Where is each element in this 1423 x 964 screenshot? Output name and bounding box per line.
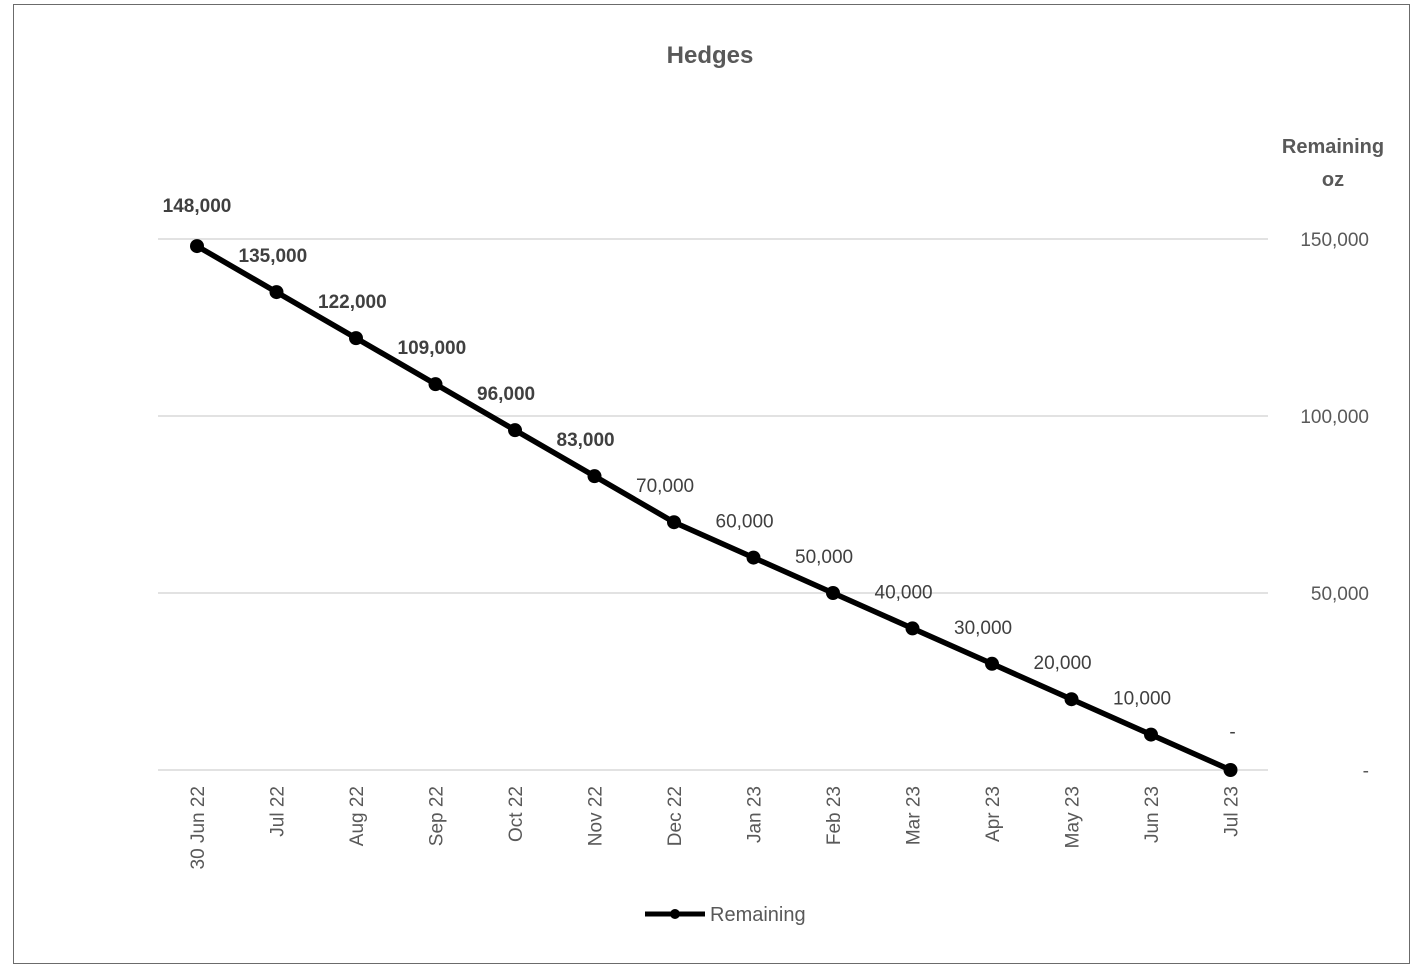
x-tick-label: Mar 23 [904, 786, 925, 845]
data-label: 30,000 [954, 618, 1012, 639]
data-label: 122,000 [318, 292, 387, 313]
data-point [1223, 763, 1238, 777]
x-tick-label: Jul 23 [1222, 786, 1243, 837]
x-tick-label: Aug 22 [347, 786, 368, 846]
x-tick-label: Oct 22 [506, 786, 527, 842]
chart-frame [13, 4, 1410, 964]
data-label: 10,000 [1113, 689, 1171, 710]
data-point [349, 331, 363, 346]
data-point [985, 656, 999, 671]
data-point [428, 377, 443, 392]
data-label: 60,000 [716, 512, 774, 533]
x-tick-label: Apr 23 [983, 786, 1004, 842]
data-point [1144, 727, 1158, 742]
data-label: 20,000 [1034, 653, 1092, 674]
y-tick-label: 50,000 [1311, 584, 1369, 605]
chart-title: Hedges [667, 42, 754, 69]
data-labels: 148,000 135,000 122,000 109,000 96,000 83,000… [163, 196, 1236, 743]
x-tick-label: Nov 22 [586, 786, 607, 846]
series-line [195, 243, 1232, 773]
data-point [667, 515, 681, 530]
x-tick-label: 30 Jun 22 [188, 786, 209, 869]
series-remaining [190, 239, 1238, 777]
data-label: - [1229, 722, 1235, 743]
data-label: 148,000 [163, 196, 232, 217]
data-point [587, 469, 602, 484]
data-label: 70,000 [636, 476, 694, 497]
data-label: 40,000 [875, 582, 933, 603]
data-point [826, 586, 840, 600]
x-tick-label: Feb 23 [824, 786, 845, 845]
y-axis-title-line-2: oz [1322, 169, 1344, 191]
data-point [190, 239, 204, 254]
x-tick-label: Sep 22 [427, 786, 448, 846]
legend-label-remaining: Remaining [710, 904, 806, 926]
data-label: 83,000 [557, 430, 615, 451]
x-tick-label: Jan 23 [745, 786, 766, 843]
data-point [269, 285, 284, 300]
data-point [746, 550, 761, 565]
data-label: 135,000 [239, 246, 308, 267]
x-tick-label: May 23 [1063, 786, 1084, 848]
y-axis-tick-labels: - 50,000 100,000 150,000 [1300, 230, 1369, 782]
y-tick-label: - [1363, 761, 1369, 782]
legend-marker [670, 909, 680, 919]
y-axis-title-line-1: Remaining [1282, 136, 1384, 158]
x-tick-label: Jul 22 [268, 786, 289, 837]
legend: Remaining [645, 904, 806, 926]
x-axis-tick-labels: 30 Jun 22 Jul 22 Aug 22 Sep 22 Oct 22 Nov 22 D… [188, 786, 1243, 869]
data-point [1064, 692, 1079, 707]
x-tick-label: Dec 22 [665, 786, 686, 846]
y-tick-label: 100,000 [1300, 407, 1369, 428]
data-label: 50,000 [795, 547, 853, 568]
data-label: 96,000 [477, 384, 535, 405]
data-point [508, 423, 522, 438]
data-point [905, 621, 920, 636]
data-label: 109,000 [398, 338, 467, 359]
y-tick-label: 150,000 [1300, 230, 1369, 251]
gridlines [158, 238, 1268, 771]
x-tick-label: Jun 23 [1142, 786, 1163, 843]
